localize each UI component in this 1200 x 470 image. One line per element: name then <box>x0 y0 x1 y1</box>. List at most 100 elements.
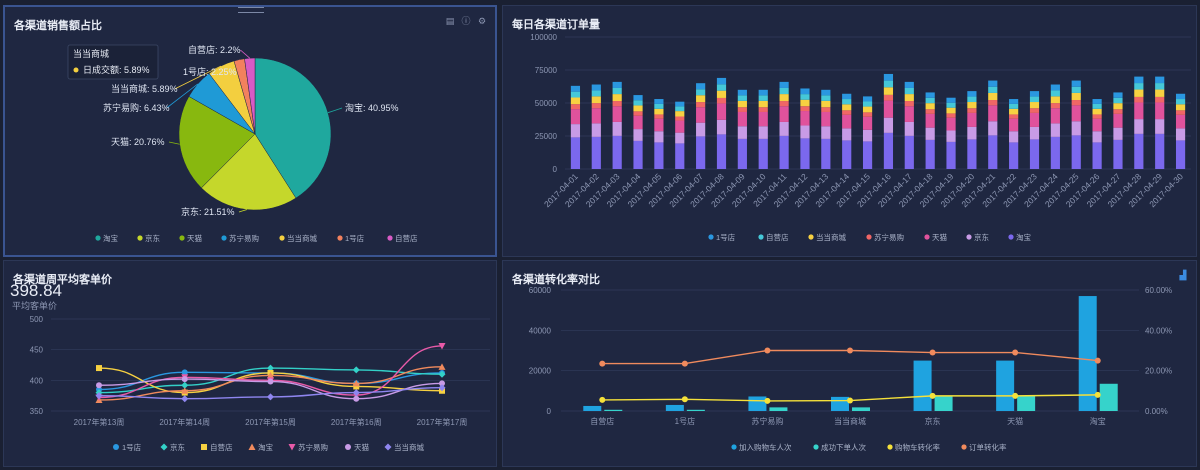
legend-marker <box>95 235 101 241</box>
panel-title: 各渠道销售额占比 <box>14 20 102 32</box>
pie-slice <box>244 57 256 135</box>
settings-icon[interactable]: ⚙ <box>477 16 487 26</box>
legend-label: 1号店 <box>122 442 142 452</box>
pie-slice <box>201 133 297 211</box>
bar-segment <box>883 132 894 169</box>
combo-chart: 0 20000 40000 60000 0.00% 20.00% 40.00% 60.00% 自… <box>529 286 1172 452</box>
legend-label: 淘宝 <box>103 233 118 243</box>
bar-mark <box>996 360 1015 411</box>
bar-segment <box>1050 84 1060 91</box>
legend-label: 天猫 <box>187 233 202 243</box>
bar-segment <box>654 103 664 109</box>
line-point <box>96 365 102 372</box>
legend-marker <box>137 235 143 241</box>
legend-label: 淘宝 <box>258 442 273 452</box>
bar-segment <box>1050 103 1060 109</box>
bar-segment <box>883 87 894 95</box>
bar-mark <box>1099 383 1118 411</box>
bar-segment <box>696 136 706 169</box>
legend-marker <box>160 443 168 451</box>
bar-segment <box>716 77 727 85</box>
bar-segment <box>654 118 664 132</box>
legend-marker <box>708 234 714 240</box>
legend-label: 天猫 <box>354 442 369 452</box>
x-tick-label: 2017年第14周 <box>159 417 210 427</box>
bar-segment <box>946 107 956 114</box>
legend-label: 自营店 <box>210 442 233 452</box>
legend-marker <box>731 444 737 450</box>
avg-order-value: 398.84 <box>10 281 62 300</box>
tooltip-box <box>67 44 159 80</box>
bar-mark <box>852 407 870 411</box>
bar-segment <box>1050 136 1060 169</box>
pie-leader-line <box>166 83 199 109</box>
y-tick-label: 75000 <box>535 66 558 75</box>
bar-segment <box>946 102 956 108</box>
bar-segment <box>1071 105 1081 122</box>
bar-segment <box>1092 108 1102 115</box>
bar-segment <box>570 85 581 92</box>
bar-segment <box>1071 80 1081 87</box>
bar-segment <box>758 107 768 112</box>
drag-handle[interactable] <box>238 7 264 13</box>
toolbar: ▤ ⓘ ⚙ <box>445 16 487 26</box>
pie-slice-label: 苏宁易购: 6.43% <box>103 102 170 113</box>
line-point <box>352 379 360 387</box>
bar-segment <box>1134 119 1144 134</box>
bar-segment <box>1113 139 1123 169</box>
bar-segment <box>1029 126 1040 140</box>
info-icon[interactable]: ⓘ <box>461 16 471 26</box>
bar-segment <box>1175 128 1186 141</box>
bar-mark <box>583 405 602 411</box>
bar-segment <box>758 111 768 127</box>
x-tick-label: 2017年第17周 <box>417 417 468 427</box>
bar-segment <box>883 80 894 88</box>
line-point <box>352 389 360 397</box>
bar-segment <box>591 123 601 137</box>
legend-marker <box>887 444 893 450</box>
bar-segment <box>1175 110 1186 115</box>
x-tick-label: 2017年第13周 <box>74 417 125 427</box>
bar-segment <box>675 106 685 112</box>
pie-slice-label: 淘宝: 40.95% <box>345 102 399 113</box>
legend-label: 成功下单人次 <box>821 442 866 452</box>
bar-segment <box>612 106 622 122</box>
y2-tick-label: 0.00% <box>1145 407 1168 416</box>
bar-segment <box>1092 99 1102 104</box>
line-point <box>267 393 274 401</box>
bar-segment <box>800 111 810 126</box>
bar-segment <box>1071 100 1081 106</box>
bar-segment <box>904 135 914 169</box>
legend-label: 淘宝 <box>1016 232 1032 242</box>
bar-segment <box>1029 108 1040 113</box>
bar-segment <box>1009 142 1019 169</box>
bar-segment <box>904 94 914 102</box>
bar-segment <box>1134 89 1144 97</box>
bar-segment <box>1009 99 1019 104</box>
line-point <box>267 371 274 379</box>
pie-leader-line <box>327 107 343 114</box>
bar-segment <box>591 90 601 97</box>
legend-marker <box>808 234 814 240</box>
save-icon[interactable]: ▤ <box>445 16 455 26</box>
line-point <box>599 396 606 403</box>
bar-segment <box>737 138 747 169</box>
y2-tick-label: 40.00% <box>1145 326 1172 335</box>
bar-segment <box>1134 102 1144 120</box>
bar-segment <box>633 140 643 169</box>
bar-chart-icon[interactable]: ▟ <box>1179 270 1187 280</box>
bar-segment <box>1050 90 1060 97</box>
line-point <box>181 369 188 376</box>
bar-segment <box>696 122 706 137</box>
bar-segment <box>1092 131 1102 143</box>
bar-segment <box>654 114 664 119</box>
legend-label: 苏宁易购 <box>874 232 904 242</box>
bar-segment <box>1092 118 1102 132</box>
bar-segment <box>1155 119 1165 134</box>
bar-segment <box>800 99 810 107</box>
bar-segment <box>821 138 831 169</box>
y2-tick-label: 20.00% <box>1145 367 1172 376</box>
bar-segment <box>862 106 873 113</box>
legend-marker <box>179 235 185 241</box>
bar-segment <box>842 128 852 141</box>
